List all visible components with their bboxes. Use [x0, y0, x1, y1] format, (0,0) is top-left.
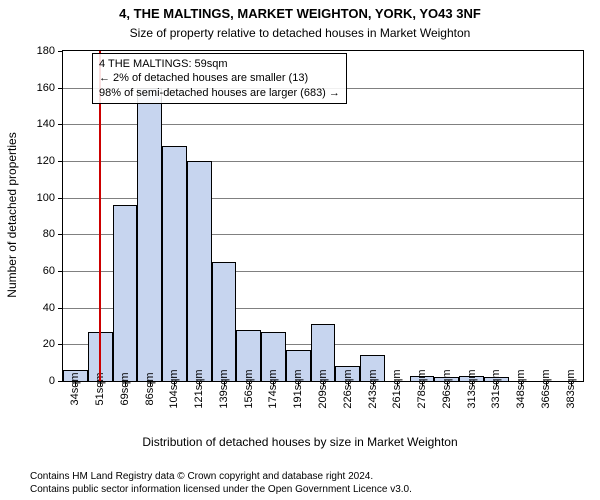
x-tick-label: 156sqm — [243, 369, 255, 408]
y-tick-mark — [58, 51, 63, 52]
x-tick-label: 86sqm — [144, 372, 156, 405]
x-tick-label: 331sqm — [490, 369, 502, 408]
chart-subtitle: Size of property relative to detached ho… — [0, 26, 600, 40]
y-tick-label: 160 — [37, 82, 55, 94]
x-tick-label: 174sqm — [267, 369, 279, 408]
x-tick-label: 383sqm — [565, 369, 577, 408]
annotation-line-1: 4 THE MALTINGS: 59sqm — [99, 57, 340, 71]
footer-line-2: Contains public sector information licen… — [30, 483, 412, 496]
x-tick-label: 313sqm — [466, 369, 478, 408]
histogram-bar — [162, 146, 187, 381]
x-tick-label: 296sqm — [441, 369, 453, 408]
y-tick-label: 60 — [43, 265, 55, 277]
y-tick-label: 20 — [43, 338, 55, 350]
x-tick-label: 278sqm — [416, 369, 428, 408]
y-tick-mark — [58, 234, 63, 235]
x-tick-label: 209sqm — [317, 369, 329, 408]
y-tick-label: 100 — [37, 192, 55, 204]
y-tick-label: 120 — [37, 155, 55, 167]
x-tick-label: 191sqm — [292, 369, 304, 408]
x-tick-label: 69sqm — [119, 372, 131, 405]
y-tick-mark — [58, 161, 63, 162]
annotation-line-2: ← 2% of detached houses are smaller (13) — [99, 71, 340, 85]
histogram-bar — [187, 161, 212, 381]
x-tick-label: 34sqm — [69, 372, 81, 405]
y-tick-label: 80 — [43, 228, 55, 240]
x-axis-label: Distribution of detached houses by size … — [0, 435, 600, 449]
y-tick-label: 180 — [37, 45, 55, 57]
y-tick-label: 140 — [37, 118, 55, 130]
y-tick-mark — [58, 271, 63, 272]
y-tick-mark — [58, 88, 63, 89]
histogram-bar — [212, 262, 237, 381]
histogram-bar — [113, 205, 138, 381]
x-tick-label: 348sqm — [515, 369, 527, 408]
annotation-box: 4 THE MALTINGS: 59sqm← 2% of detached ho… — [92, 53, 347, 104]
x-tick-label: 139sqm — [218, 369, 230, 408]
chart-container: 4, THE MALTINGS, MARKET WEIGHTON, YORK, … — [0, 0, 600, 500]
y-tick-mark — [58, 381, 63, 382]
y-tick-mark — [58, 308, 63, 309]
y-tick-mark — [58, 124, 63, 125]
histogram-bar — [137, 88, 162, 381]
x-tick-label: 121sqm — [193, 369, 205, 408]
y-tick-mark — [58, 198, 63, 199]
y-tick-label: 0 — [49, 375, 55, 387]
y-tick-mark — [58, 344, 63, 345]
y-tick-label: 40 — [43, 302, 55, 314]
x-tick-label: 104sqm — [168, 369, 180, 408]
chart-title: 4, THE MALTINGS, MARKET WEIGHTON, YORK, … — [0, 6, 600, 21]
y-axis-label: Number of detached properties — [5, 132, 19, 297]
x-tick-label: 366sqm — [540, 369, 552, 408]
annotation-line-3: 98% of semi-detached houses are larger (… — [99, 86, 340, 100]
x-tick-label: 261sqm — [391, 369, 403, 408]
footer-line-1: Contains HM Land Registry data © Crown c… — [30, 470, 412, 483]
x-tick-label: 243sqm — [367, 369, 379, 408]
x-tick-label: 226sqm — [342, 369, 354, 408]
footer-text: Contains HM Land Registry data © Crown c… — [30, 470, 412, 496]
